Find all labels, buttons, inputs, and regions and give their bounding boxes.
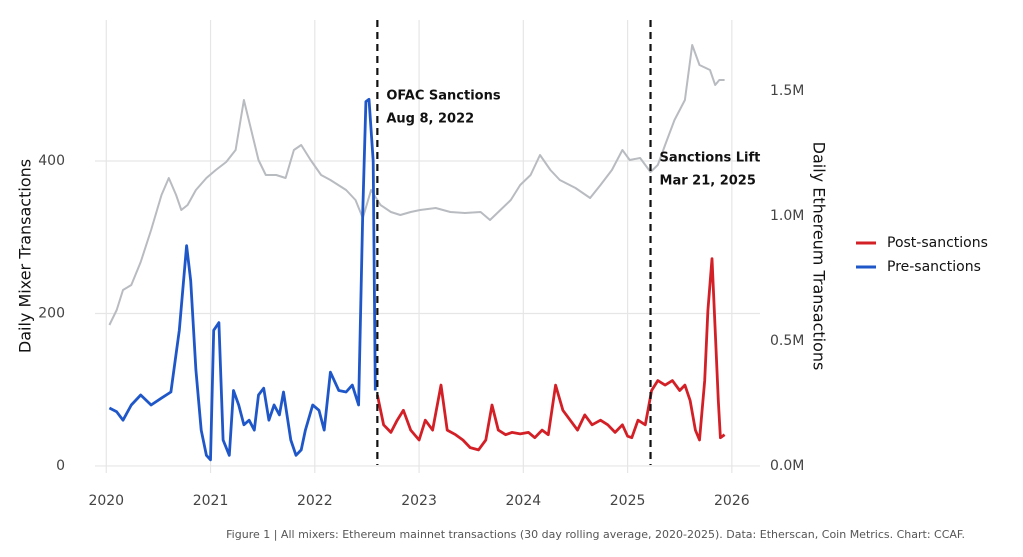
x-tick-label: 2022 (297, 493, 333, 509)
series-line (108, 97, 377, 462)
caption: Figure 1 | All mixers: Ethereum mainnet … (226, 528, 965, 541)
y2-tick-label: 0.0M (770, 458, 804, 474)
annotation-text: Mar 21, 2025 (660, 174, 756, 189)
series-line (376, 257, 726, 452)
y2-axis-title: Daily Ethereum Transactions (810, 142, 829, 371)
x-tick-label: 2026 (714, 493, 750, 509)
x-tick-label: 2025 (610, 493, 646, 509)
y2-tick-label: 1.5M (770, 83, 804, 99)
annotation-text: OFAC Sanctions (386, 89, 501, 104)
y2-tick-label: 0.5M (770, 333, 804, 349)
series-line (108, 44, 725, 326)
annotation-text: Sanctions Lift (660, 151, 761, 166)
x-tick-label: 2020 (88, 493, 124, 509)
x-tick-label: 2024 (506, 493, 542, 509)
x-tick-label: 2021 (193, 493, 229, 509)
y2-tick-label: 1.0M (770, 208, 804, 224)
annotation-text: Aug 8, 2022 (386, 112, 474, 127)
y-tick-label: 0 (56, 458, 65, 474)
legend-label: Post-sanctions (887, 235, 988, 251)
legend-label: Pre-sanctions (887, 259, 981, 275)
y-axis-title: Daily Mixer Transactions (16, 159, 35, 353)
x-tick-label: 2023 (401, 493, 437, 509)
y-tick-label: 200 (38, 305, 65, 321)
y-tick-label: 400 (38, 153, 65, 169)
